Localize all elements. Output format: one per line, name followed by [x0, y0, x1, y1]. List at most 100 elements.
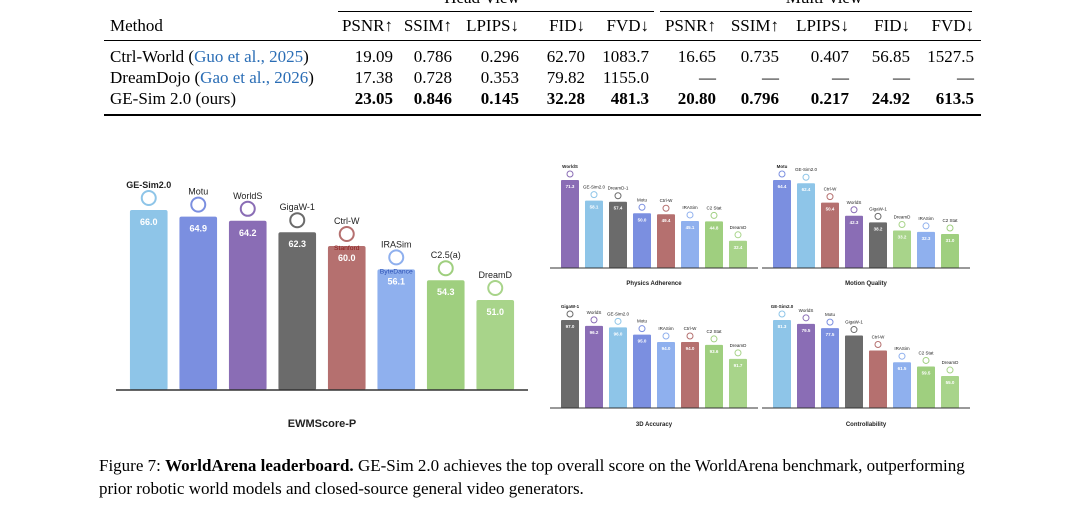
category-label: GigaW-1 [280, 202, 315, 212]
logo-icon [922, 356, 930, 364]
bar [821, 202, 839, 268]
bar [729, 240, 747, 268]
bar [609, 327, 627, 408]
bar-group: GE-Sim2.0 81.3 [771, 304, 794, 408]
value-label: 93.6 [710, 349, 719, 354]
bar [705, 221, 723, 268]
category-label: DreamD [730, 225, 748, 230]
logo-icon [686, 332, 694, 340]
logo-icon [850, 326, 858, 334]
value-label: 97.0 [566, 324, 575, 329]
logo-icon [289, 212, 306, 229]
bar-group: GE-Sim2.0 66.0 [126, 180, 171, 390]
bar [657, 214, 675, 268]
bar [869, 222, 887, 268]
category-label: IRASim [894, 346, 910, 351]
category-label: Motu [777, 164, 788, 169]
bar [633, 334, 651, 408]
category-label: WorldS [233, 191, 262, 201]
table-cell: 613.5 [935, 89, 974, 108]
bar-group: WorldS 79.5 [797, 308, 815, 408]
bar [869, 350, 887, 408]
group-rule [338, 11, 654, 12]
column-header: SSIM↑ [403, 16, 452, 35]
group-rule [660, 11, 972, 12]
logo-icon [566, 310, 574, 318]
bar [773, 180, 791, 268]
bar-group: IRASim 32.3 [917, 216, 935, 268]
bar [228, 220, 267, 390]
value-label: 64.2 [239, 228, 257, 238]
category-label: GE-Sim2.0 [795, 167, 818, 172]
value-label: 49.4 [662, 218, 671, 223]
value-label: 31.0 [946, 238, 955, 243]
table-cell: — [762, 68, 779, 87]
category-label: GE-Sim2.0 [126, 180, 171, 190]
group-header-multi-view: Multi-view [724, 0, 924, 8]
bar-group: Ctrl-W 94.0 [681, 326, 699, 408]
bar-group: C2.5(a) 54.3 [426, 250, 465, 390]
logo-icon [239, 200, 256, 217]
bar-group: IRASim 61.5 [893, 346, 911, 408]
logo-icon [734, 349, 742, 357]
value-label: 62.4 [802, 187, 811, 192]
category-label: DreamD [478, 270, 512, 280]
column-header: PSNR↑ [341, 16, 393, 35]
category-label: DreamD [894, 214, 912, 219]
logo-icon [874, 340, 882, 348]
logo-icon [566, 170, 574, 178]
table-cell: 0.217 [810, 89, 849, 108]
citation-link[interactable]: Guo et al., 2025 [194, 47, 304, 66]
bar [893, 230, 911, 268]
bar [585, 200, 603, 268]
bar-group: DreamD 91.7 [729, 343, 747, 408]
bar-group: DreamD 32.4 [729, 225, 747, 268]
results-table: Head View Multi-view Method PSNR↑ SSIM↑ LPI… [104, 0, 981, 118]
value-label: 64.9 [189, 224, 207, 234]
method-name: Ctrl-World (Guo et al., 2025) [110, 47, 309, 67]
table-cell: 481.3 [610, 89, 649, 108]
logo-icon [826, 193, 834, 201]
column-header: FVD↓ [606, 16, 649, 35]
table-cell: 16.65 [677, 47, 716, 66]
column-header: FID↓ [549, 16, 585, 35]
bar-group: GE-Sim2.0 58.1 [583, 185, 605, 268]
bar-group: GE-Sim2.0 62.4 [795, 167, 818, 268]
logo-icon [778, 310, 786, 318]
sub-label: Stanford [334, 245, 360, 252]
logo-icon [946, 366, 954, 374]
value-label: 51.0 [486, 307, 504, 317]
bar-group: WorldS 64.2 [228, 191, 267, 390]
value-label: 44.8 [710, 225, 719, 230]
category-label: C2.5(a) [431, 250, 461, 260]
logo-icon [710, 211, 718, 219]
physics-adherence-chart: WorldS 71.3 GE-Sim2.0 58.1 DreamD-1 57.4 Motu 5… [550, 164, 758, 287]
bar-group: GE-Sim2.0 96.0 [607, 311, 629, 408]
logo-icon [190, 196, 207, 213]
method-name: DreamDojo (Gao et al., 2026) [110, 68, 314, 88]
bar [278, 232, 317, 390]
sub-label: ByteDance [380, 268, 413, 275]
caption-prefix: Figure 7: [99, 456, 166, 475]
controllability-chart: GE-Sim2.0 81.3 WorldS 79.5 Motu 77.5 GigaW-1 Ct… [762, 304, 970, 428]
logo-icon [140, 190, 157, 206]
value-label: 94.0 [686, 346, 695, 351]
category-label: Motu [637, 319, 648, 324]
value-label: 32.3 [922, 236, 931, 241]
category-label: Motu [188, 187, 208, 197]
category-label: IRASim [682, 205, 698, 210]
value-label: 58.1 [590, 205, 599, 210]
table-cell: 32.28 [546, 89, 585, 108]
category-label: Ctrl-W [684, 326, 697, 331]
value-label: 57.4 [614, 206, 623, 211]
bar-group: WorldS 42.3 [845, 200, 863, 268]
bar [681, 220, 699, 268]
bar-group: Ctrl-W [869, 334, 887, 408]
bar [476, 300, 515, 390]
value-label: 33.2 [898, 234, 907, 239]
category-label: GigaW-1 [845, 320, 863, 325]
method-close: ) [303, 47, 309, 66]
logo-icon [388, 249, 405, 266]
citation-link[interactable]: Gao et al., 2026 [200, 68, 309, 87]
table-cell: 17.38 [354, 68, 393, 87]
